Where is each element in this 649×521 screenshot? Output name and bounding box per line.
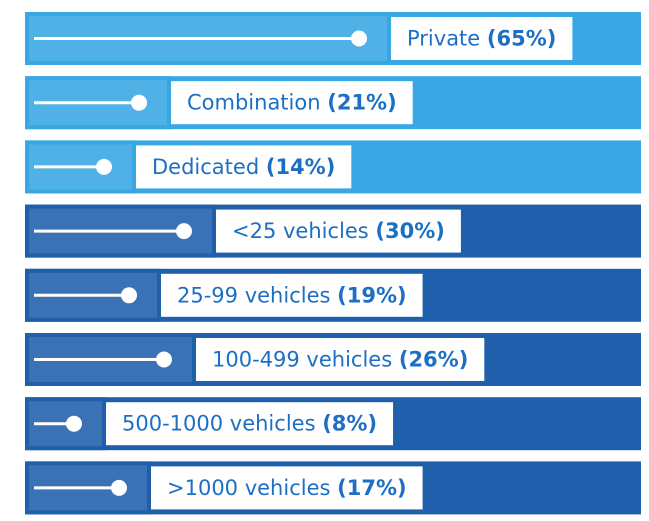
value-label: (26%) (399, 348, 468, 372)
value-dot (156, 351, 172, 368)
category-label: >1000 vehicles (167, 476, 330, 500)
bar-label: 500-1000 vehicles (8%) (122, 412, 377, 436)
label-box (151, 466, 423, 510)
value-dot (176, 223, 192, 240)
label-box (161, 273, 423, 317)
bar-label: Dedicated (14%) (152, 155, 335, 179)
value-label: (21%) (327, 91, 396, 115)
value-dot (351, 30, 367, 47)
value-dot (121, 287, 137, 304)
label-box (171, 81, 413, 125)
label-box (106, 402, 394, 446)
category-label: Private (407, 27, 480, 51)
category-label: Dedicated (152, 155, 259, 179)
bar-label: <25 vehicles (30%) (232, 219, 445, 243)
label-box (136, 145, 352, 189)
category-label: <25 vehicles (232, 219, 369, 243)
bar-label: >1000 vehicles (17%) (167, 476, 407, 500)
value-label: (19%) (337, 283, 406, 307)
bar-label: 100-499 vehicles (26%) (212, 348, 468, 372)
label-box (216, 209, 461, 253)
label-box (196, 338, 485, 381)
category-label: Combination (187, 91, 321, 115)
value-dot (131, 94, 147, 111)
value-dot (66, 415, 82, 432)
value-dot (96, 158, 112, 175)
value-label: (8%) (322, 412, 377, 436)
category-label: 100-499 vehicles (212, 348, 392, 372)
value-label: (65%) (487, 27, 556, 51)
bar-label: Combination (21%) (187, 91, 397, 115)
category-label: 25-99 vehicles (177, 283, 330, 307)
label-box (391, 17, 573, 60)
bar-label: Private (65%) (407, 27, 556, 51)
category-label: 500-1000 vehicles (122, 412, 316, 436)
value-label: (14%) (266, 155, 335, 179)
value-dot (111, 479, 127, 496)
bar-label: 25-99 vehicles (19%) (177, 283, 407, 307)
value-label: (30%) (375, 219, 444, 243)
value-label: (17%) (337, 476, 406, 500)
